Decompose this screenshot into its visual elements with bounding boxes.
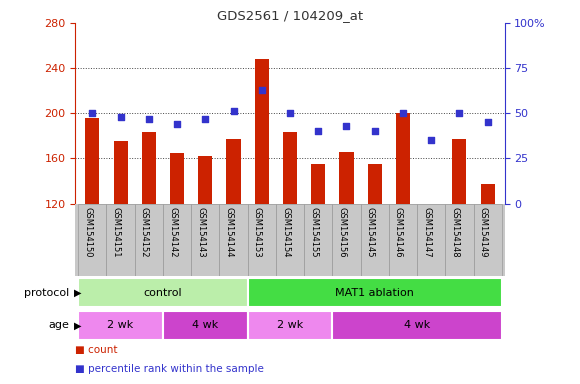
- Bar: [255, 59, 269, 204]
- Point: [172, 121, 182, 127]
- Text: GSM154150: GSM154150: [84, 207, 92, 258]
- Point: [398, 110, 408, 116]
- Bar: [332, 204, 361, 276]
- Text: GSM154143: GSM154143: [196, 207, 205, 258]
- Text: GSM154145: GSM154145: [366, 207, 375, 258]
- Bar: [473, 204, 502, 276]
- Text: ■ percentile rank within the sample: ■ percentile rank within the sample: [75, 364, 264, 374]
- Text: GSM154147: GSM154147: [422, 207, 431, 258]
- Bar: [332, 311, 502, 340]
- Bar: [114, 141, 128, 204]
- Text: 4 wk: 4 wk: [404, 320, 430, 331]
- Bar: [248, 311, 332, 340]
- Bar: [163, 311, 248, 340]
- Text: GSM154152: GSM154152: [140, 207, 149, 258]
- Text: 2 wk: 2 wk: [277, 320, 303, 331]
- Text: GSM154146: GSM154146: [394, 207, 403, 258]
- Bar: [78, 278, 248, 308]
- Bar: [191, 204, 219, 276]
- Point: [455, 110, 464, 116]
- Point: [144, 116, 154, 122]
- Bar: [304, 204, 332, 276]
- Text: GSM154155: GSM154155: [309, 207, 318, 258]
- Point: [342, 123, 351, 129]
- Bar: [276, 204, 304, 276]
- Bar: [361, 204, 389, 276]
- Point: [314, 128, 323, 134]
- Text: ▶: ▶: [74, 288, 82, 298]
- Bar: [78, 204, 107, 276]
- Text: GSM154142: GSM154142: [168, 207, 177, 258]
- Bar: [283, 132, 297, 204]
- Text: protocol: protocol: [24, 288, 70, 298]
- Text: 2 wk: 2 wk: [107, 320, 134, 331]
- Point: [426, 137, 436, 143]
- Bar: [481, 184, 495, 204]
- Point: [257, 87, 266, 93]
- Bar: [85, 118, 99, 204]
- Text: GSM154149: GSM154149: [478, 207, 488, 258]
- Text: GSM154154: GSM154154: [281, 207, 290, 258]
- Text: MAT1 ablation: MAT1 ablation: [335, 288, 414, 298]
- Point: [229, 108, 238, 114]
- Bar: [339, 152, 354, 204]
- Bar: [396, 113, 410, 204]
- Text: control: control: [144, 288, 182, 298]
- Bar: [424, 204, 438, 206]
- Bar: [248, 278, 502, 308]
- Text: GSM154153: GSM154153: [253, 207, 262, 258]
- Bar: [142, 132, 156, 204]
- Bar: [417, 204, 445, 276]
- Bar: [219, 204, 248, 276]
- Text: GSM154151: GSM154151: [111, 207, 121, 258]
- Bar: [163, 204, 191, 276]
- Point: [285, 110, 295, 116]
- Point: [116, 114, 125, 120]
- Point: [88, 110, 97, 116]
- Text: GSM154156: GSM154156: [338, 207, 346, 258]
- Bar: [135, 204, 163, 276]
- Text: 4 wk: 4 wk: [192, 320, 219, 331]
- Text: ▶: ▶: [74, 320, 82, 331]
- Bar: [452, 139, 466, 204]
- Point: [370, 128, 379, 134]
- Text: GSM154144: GSM154144: [224, 207, 234, 258]
- Bar: [226, 139, 241, 204]
- Bar: [107, 204, 135, 276]
- Point: [201, 116, 210, 122]
- Bar: [78, 311, 163, 340]
- Bar: [170, 153, 184, 204]
- Text: age: age: [49, 320, 70, 331]
- Text: GSM154148: GSM154148: [451, 207, 459, 258]
- Bar: [445, 204, 473, 276]
- Bar: [248, 204, 276, 276]
- Bar: [389, 204, 417, 276]
- Bar: [311, 164, 325, 204]
- Bar: [198, 156, 212, 204]
- Bar: [368, 164, 382, 204]
- Point: [483, 119, 492, 125]
- Title: GDS2561 / 104209_at: GDS2561 / 104209_at: [217, 9, 363, 22]
- Text: ■ count: ■ count: [75, 345, 118, 355]
